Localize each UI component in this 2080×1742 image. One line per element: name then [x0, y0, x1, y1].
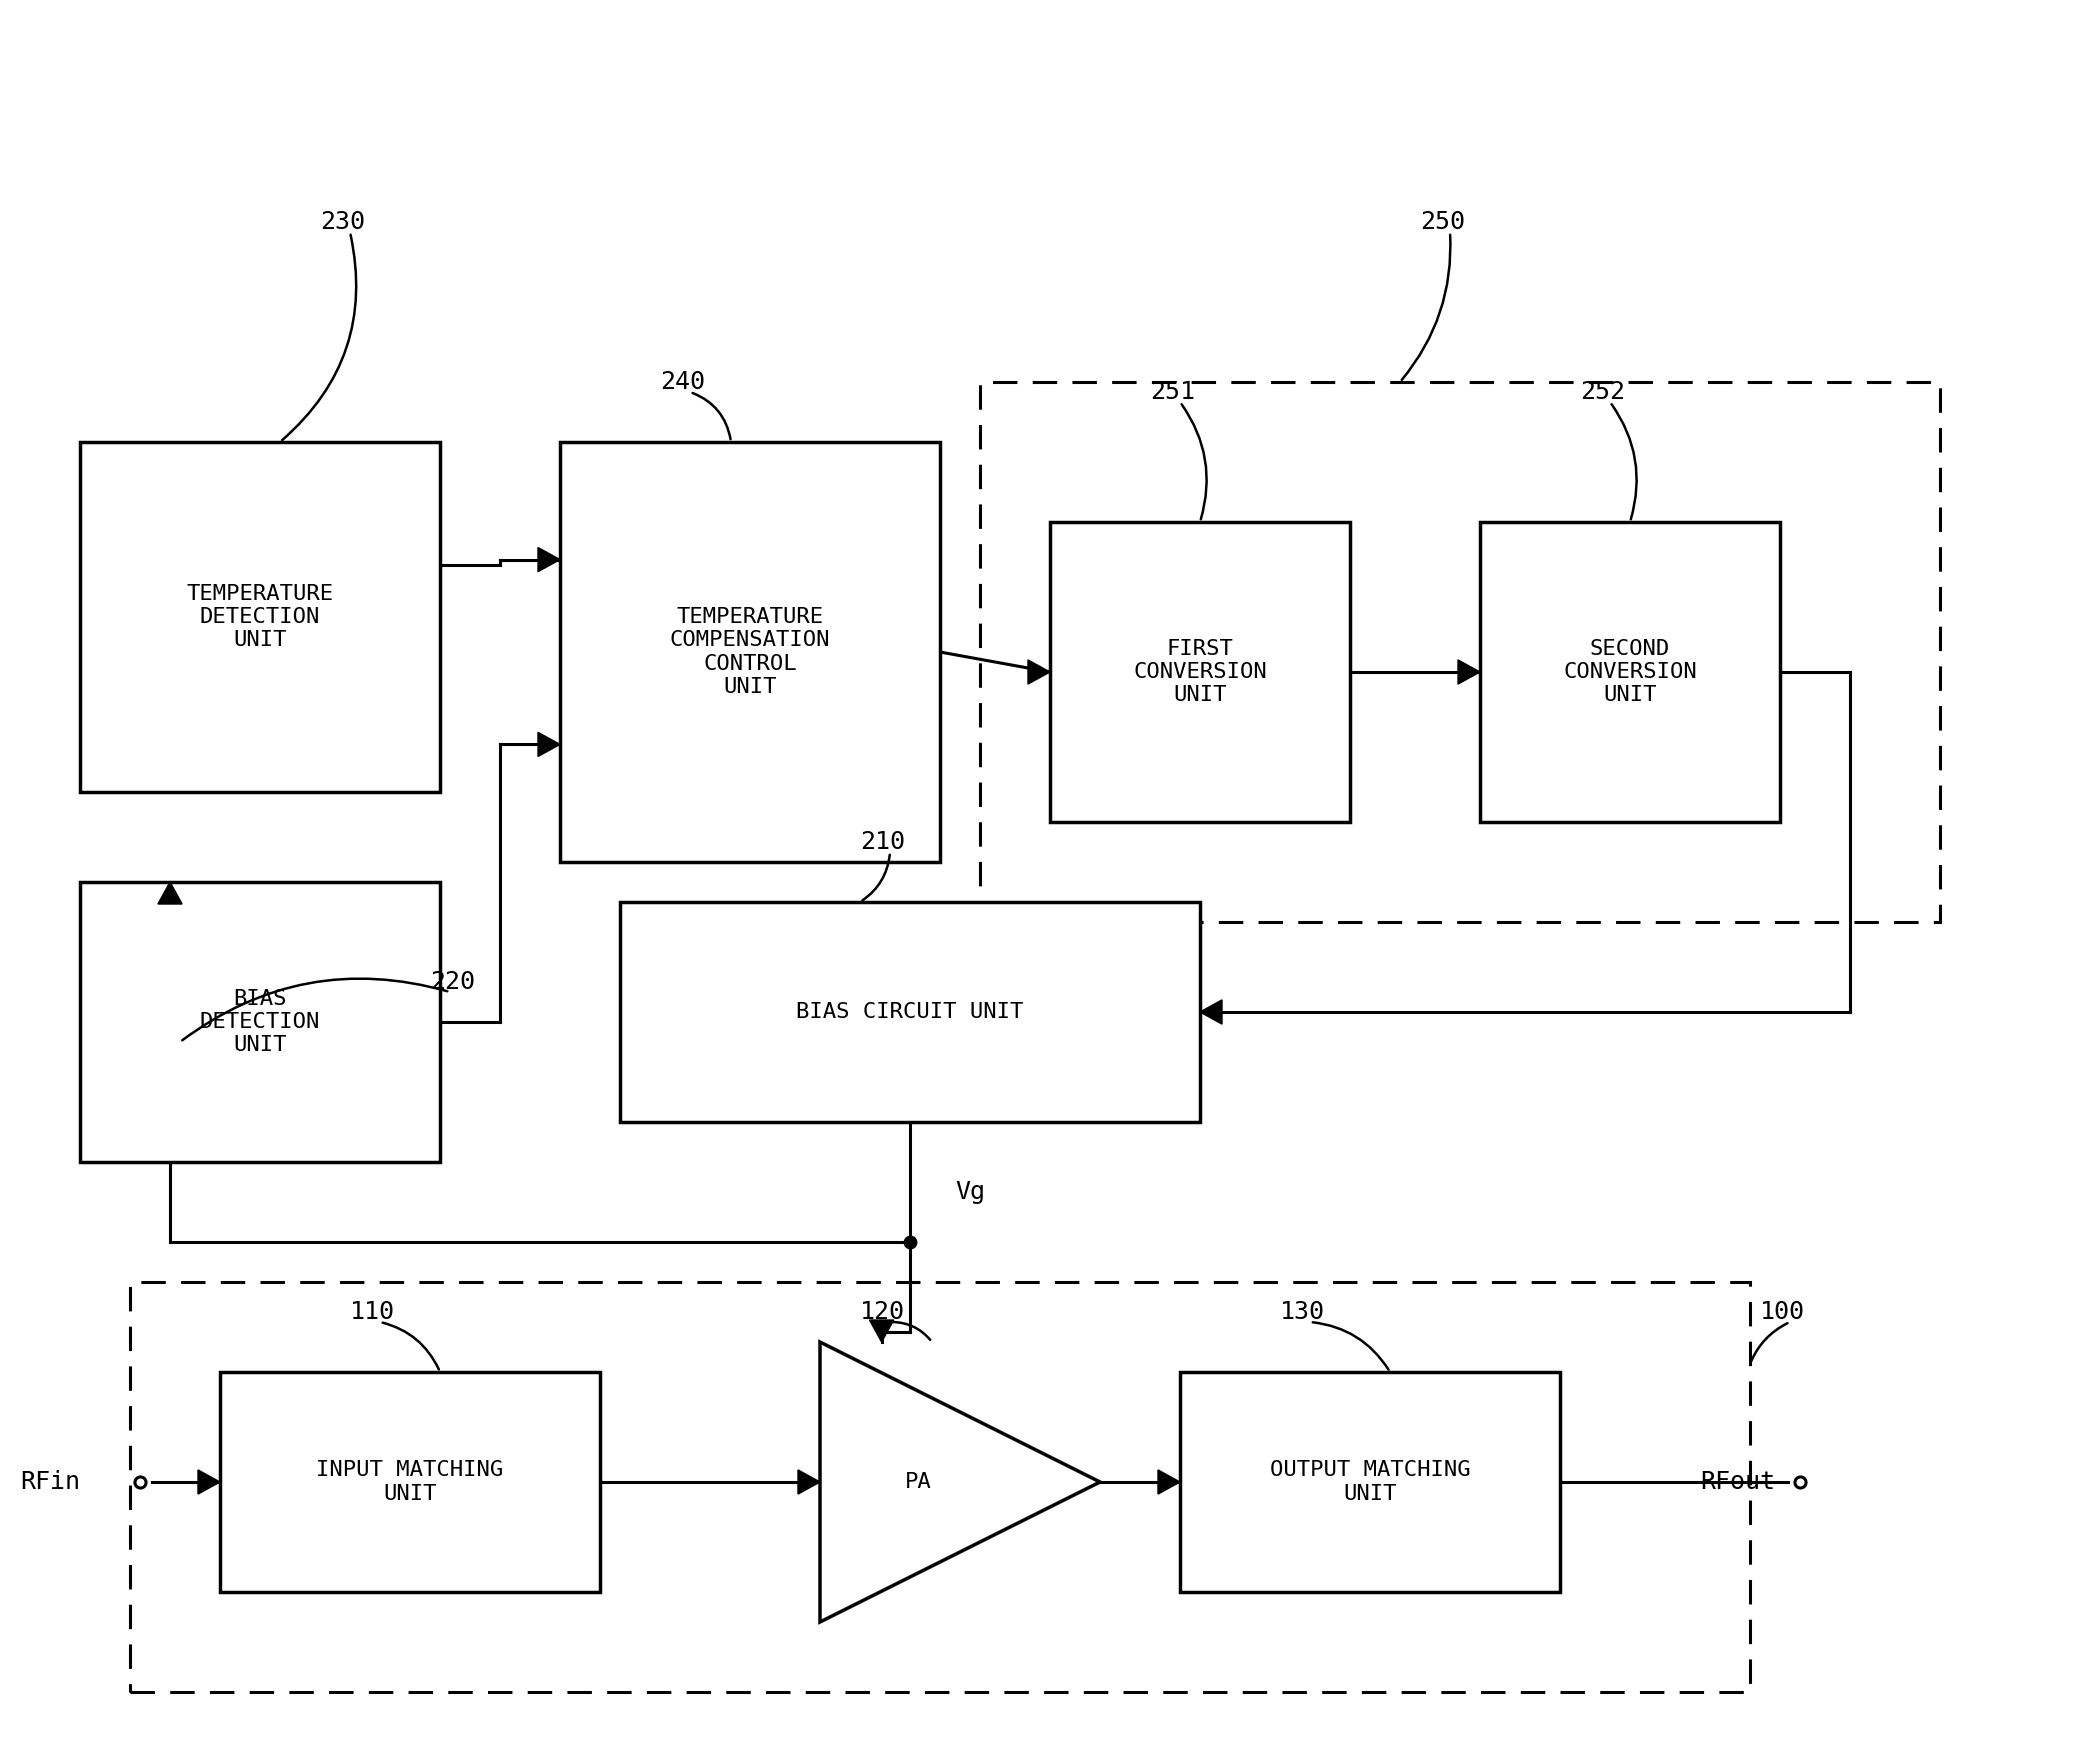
Text: 251: 251 — [1150, 380, 1196, 404]
Text: SECOND
CONVERSION
UNIT: SECOND CONVERSION UNIT — [1564, 639, 1697, 706]
Polygon shape — [1458, 660, 1481, 685]
Text: TEMPERATURE
DETECTION
UNIT: TEMPERATURE DETECTION UNIT — [187, 584, 333, 650]
Text: RFin: RFin — [21, 1470, 79, 1495]
Polygon shape — [158, 881, 183, 904]
Polygon shape — [869, 1320, 894, 1341]
Bar — [220, 1373, 599, 1592]
Text: INPUT MATCHING
UNIT: INPUT MATCHING UNIT — [316, 1460, 503, 1503]
Polygon shape — [1028, 660, 1050, 685]
Text: Vg: Vg — [955, 1179, 986, 1204]
Bar — [1179, 1373, 1560, 1592]
Text: RFout: RFout — [1699, 1470, 1774, 1495]
Text: FIRST
CONVERSION
UNIT: FIRST CONVERSION UNIT — [1134, 639, 1267, 706]
Bar — [129, 1282, 1749, 1691]
Text: 230: 230 — [320, 211, 364, 233]
Polygon shape — [820, 1341, 1100, 1622]
Bar — [620, 902, 1200, 1122]
Polygon shape — [539, 547, 560, 571]
Polygon shape — [1200, 1000, 1223, 1024]
Text: 120: 120 — [859, 1300, 905, 1324]
Text: BIAS
DETECTION
UNIT: BIAS DETECTION UNIT — [200, 989, 320, 1056]
Bar — [980, 381, 1941, 922]
Text: 130: 130 — [1279, 1300, 1325, 1324]
Text: 210: 210 — [859, 829, 905, 854]
Bar — [560, 442, 940, 862]
Text: 252: 252 — [1581, 380, 1624, 404]
Text: OUTPUT MATCHING
UNIT: OUTPUT MATCHING UNIT — [1269, 1460, 1471, 1503]
Bar — [79, 881, 441, 1162]
Bar — [1481, 523, 1780, 822]
Text: 220: 220 — [431, 970, 474, 995]
Text: 250: 250 — [1421, 211, 1464, 233]
Polygon shape — [1159, 1470, 1179, 1495]
Text: PA: PA — [905, 1472, 932, 1491]
Text: 240: 240 — [659, 369, 705, 394]
Text: TEMPERATURE
COMPENSATION
CONTROL
UNIT: TEMPERATURE COMPENSATION CONTROL UNIT — [670, 608, 830, 697]
Text: BIAS CIRCUIT UNIT: BIAS CIRCUIT UNIT — [797, 1002, 1023, 1023]
Text: 100: 100 — [1760, 1300, 1805, 1324]
Bar — [1050, 523, 1350, 822]
Polygon shape — [799, 1470, 820, 1495]
Text: 110: 110 — [349, 1300, 395, 1324]
Polygon shape — [539, 732, 560, 756]
Bar — [79, 442, 441, 793]
Polygon shape — [198, 1470, 220, 1495]
